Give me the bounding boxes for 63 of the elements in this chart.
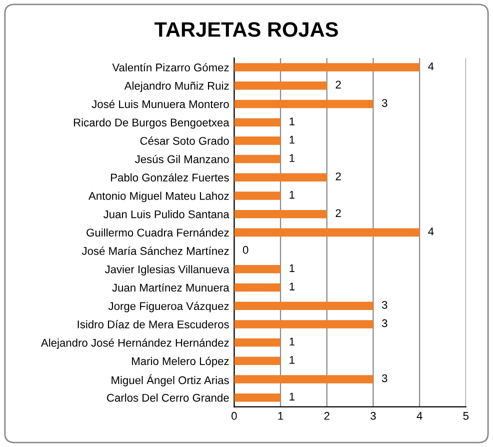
y-tick-label: José Luis Munuera Montero — [92, 100, 229, 108]
y-tick-label: Miguel Ángel Ortiz Arias — [112, 374, 229, 386]
data-label: 1 — [290, 190, 294, 199]
bar — [234, 210, 327, 218]
x-tick-label: 0 — [232, 412, 237, 420]
y-tick-label: Ricardo De Burgos Bengoetxea — [74, 118, 230, 129]
bar — [234, 356, 281, 366]
y-tick-label: Pablo González Fuertes — [111, 173, 229, 182]
x-tick-label: 1 — [278, 412, 284, 420]
data-label: 1 — [290, 154, 294, 162]
y-tick-label: Valentín Pizarro Gómez — [112, 63, 229, 72]
chart-title: TARJETAS ROJAS — [154, 22, 338, 37]
y-tick-label: Alejandro José Hernández Hernández — [40, 338, 229, 349]
data-label: 2 — [336, 80, 341, 89]
bar — [234, 228, 420, 237]
y-tick-label: Juan Martínez Munuera — [112, 283, 230, 292]
x-tick-label: 3 — [370, 412, 376, 420]
data-label: 1 — [290, 136, 294, 144]
data-label: 0 — [242, 246, 248, 254]
data-label: 1 — [290, 264, 294, 272]
bar — [234, 154, 281, 164]
x-tick-label: 4 — [416, 412, 422, 420]
data-label: 1 — [290, 118, 294, 126]
data-label: 1 — [290, 356, 294, 364]
bar — [234, 375, 374, 384]
data-label: 2 — [336, 209, 341, 217]
bar — [234, 136, 281, 145]
y-tick-label: Carlos Del Cerro Grande — [107, 394, 229, 402]
bar — [234, 118, 281, 126]
bar — [234, 283, 281, 292]
data-label: 3 — [382, 99, 388, 107]
data-label: 3 — [382, 319, 388, 328]
bar — [234, 320, 374, 328]
data-label: 3 — [382, 374, 388, 382]
y-tick-label: Jesús Gil Manzano — [135, 154, 229, 164]
y-tick-label: Isidro Díaz de Mera Escuderos — [78, 320, 229, 328]
data-label: 1 — [290, 392, 294, 400]
bar — [234, 63, 420, 72]
x-tick-label: 2 — [324, 412, 330, 420]
y-tick-label: César Soto Grado — [140, 136, 229, 145]
x-tick-label: 5 — [463, 412, 469, 420]
bar — [234, 192, 281, 200]
bar — [234, 100, 374, 108]
bar — [234, 338, 281, 347]
data-label: 2 — [336, 172, 341, 180]
data-label: 1 — [290, 338, 294, 346]
y-tick-label: Javier Iglesias Villanueva — [104, 265, 230, 276]
data-label: 4 — [428, 62, 434, 70]
y-tick-label: Mario Melero López — [132, 356, 229, 368]
bar — [234, 265, 281, 274]
y-tick-label: Jorge Figueroa Vázquez — [108, 302, 229, 312]
y-tick-label: Juan Luis Pulido Santana — [103, 210, 230, 218]
bar — [234, 393, 281, 402]
data-label: 1 — [290, 282, 294, 290]
bar — [234, 302, 374, 310]
y-tick-label: Antonio Miguel Mateu Lahoz — [88, 192, 229, 202]
data-label: 3 — [382, 300, 388, 309]
bar — [234, 82, 327, 90]
y-tick-label: José María Sánchez Martínez — [82, 246, 229, 255]
y-tick-label: Alejandro Muñiz Ruiz — [124, 82, 229, 92]
bar — [234, 173, 327, 182]
y-tick-label: Guillermo Cuadra Fernández — [86, 228, 229, 237]
data-label: 4 — [428, 228, 434, 236]
